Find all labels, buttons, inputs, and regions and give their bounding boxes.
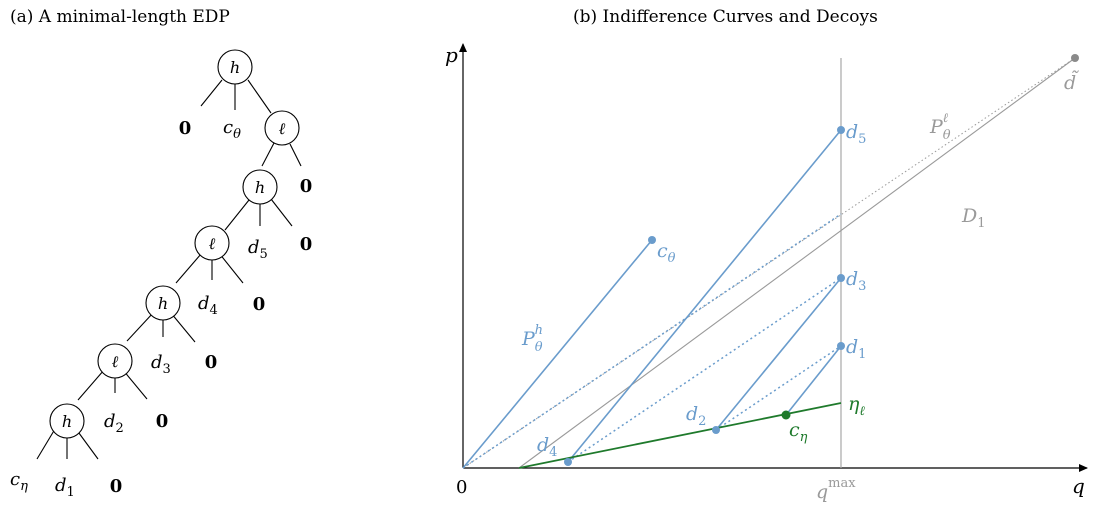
- tree-node-label: ℓ: [112, 352, 119, 371]
- label-d4: d4: [537, 434, 557, 460]
- label-c-eta: cη: [789, 419, 808, 445]
- dotted-line-d2-d1: [715, 345, 842, 431]
- tree-node-label: h: [62, 412, 72, 431]
- leaf-zero: 0: [179, 118, 192, 139]
- point-c-eta: [781, 410, 791, 420]
- panel-b-title: (b) Indifference Curves and Decoys: [573, 7, 878, 27]
- tree-node-label: h: [255, 178, 265, 197]
- tree-node-h-2: [242, 169, 278, 205]
- tree-node-label: ℓ: [279, 119, 286, 138]
- tree-node-h-1: [217, 49, 253, 85]
- leaf-d3: d3: [151, 352, 171, 377]
- axis-label-q: q: [1072, 474, 1085, 498]
- leaf-c-eta: cη: [10, 469, 28, 494]
- panel-b: (b) Indifference Curves and Decoys: [445, 7, 1088, 503]
- tree-node-label: h: [158, 294, 168, 313]
- tree-node-label: h: [230, 58, 240, 77]
- label-P-theta-h: Pθh: [521, 323, 543, 355]
- tree-edges: [36, 79, 302, 460]
- P-theta-l-curve: [462, 57, 1076, 469]
- label-eta-l: ηℓ: [848, 393, 865, 419]
- label-d2: d2: [686, 403, 706, 429]
- point-c-theta: [648, 236, 656, 244]
- label-D1: D1: [961, 205, 986, 231]
- line-ceta-d1: [785, 345, 842, 416]
- qmax-label: qmax: [816, 476, 856, 503]
- label-c-theta: cθ: [657, 240, 676, 266]
- tree-node-l-3: [97, 343, 133, 379]
- leaf-zero: 0: [205, 352, 218, 373]
- P-theta-h-curve: [462, 239, 653, 469]
- leaf-d5: d5: [248, 237, 268, 262]
- tree-node-h-4: [49, 403, 85, 439]
- axis-label-p: p: [445, 43, 458, 67]
- leaf-zero: 0: [253, 294, 266, 315]
- tree-node-l-1: [264, 110, 300, 146]
- point-d5: [837, 126, 845, 134]
- leaf-d4: d4: [198, 293, 218, 318]
- tree-node-l-2: [194, 225, 230, 261]
- tree-node-h-3: [145, 285, 181, 321]
- line-d4-d5: [567, 129, 842, 463]
- panel-a-title: (a) A minimal-length EDP: [10, 7, 230, 27]
- leaf-d2: d2: [104, 411, 124, 436]
- point-d1: [837, 342, 845, 350]
- origin-label: 0: [456, 477, 467, 498]
- point-d4: [564, 458, 572, 466]
- tree-node-label: ℓ: [209, 234, 216, 253]
- leaf-c-theta: cθ: [223, 117, 241, 142]
- label-P-theta-l: Pθℓ: [929, 111, 951, 143]
- leaf-d1: d1: [55, 475, 75, 500]
- label-d-tilde: d̃: [1064, 71, 1079, 94]
- point-d3: [837, 274, 845, 282]
- line-d2-d3: [715, 277, 842, 431]
- label-d3: d3: [846, 268, 866, 294]
- point-d2: [712, 426, 720, 434]
- label-d5: d5: [846, 121, 866, 147]
- leaf-zero: 0: [156, 411, 169, 432]
- leaf-zero: 0: [300, 234, 313, 255]
- point-d-tilde: [1071, 54, 1079, 62]
- dotted-line-ph: [462, 213, 842, 469]
- panel-a: (a) A minimal-length EDP: [10, 7, 312, 500]
- leaf-zero: 0: [300, 176, 313, 197]
- leaf-zero: 0: [110, 476, 123, 497]
- label-d1: d1: [846, 336, 866, 362]
- D1-line: [518, 57, 1076, 469]
